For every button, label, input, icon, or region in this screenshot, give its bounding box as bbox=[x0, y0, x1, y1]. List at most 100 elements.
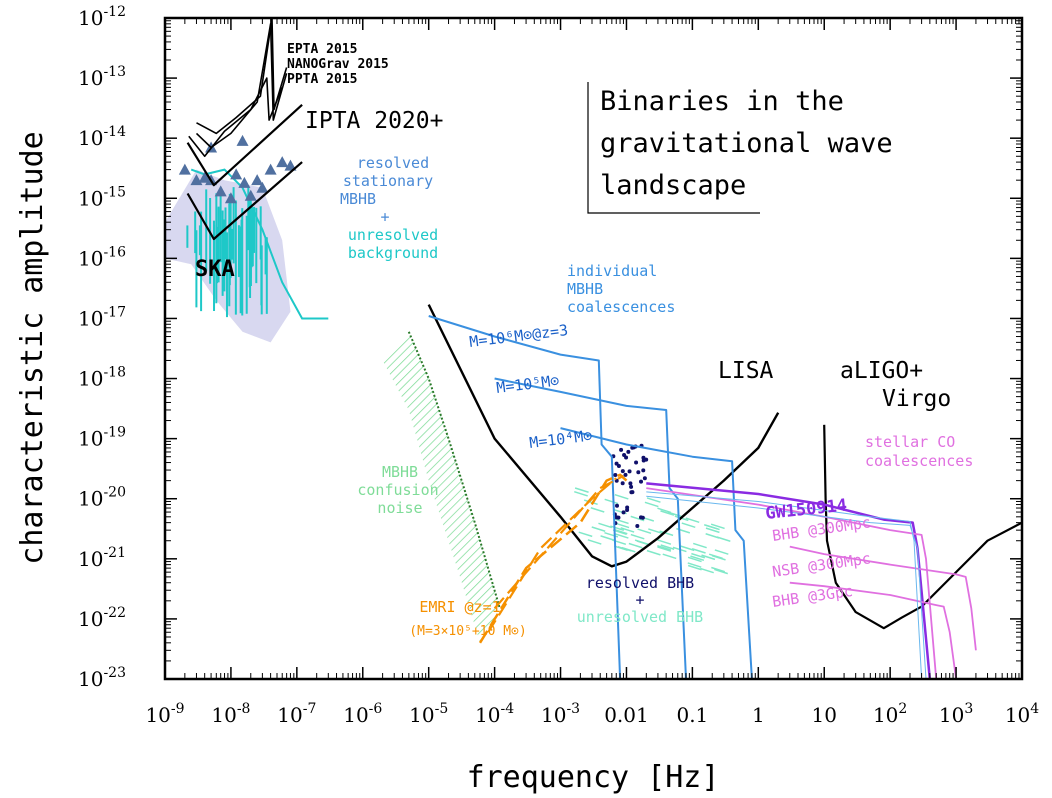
unresolved-bhb-stroke bbox=[714, 568, 728, 575]
ska-resolved-triangle bbox=[178, 163, 191, 175]
unresolved-bhb-stroke bbox=[648, 528, 662, 534]
ska-resolved-triangle bbox=[230, 168, 243, 180]
unresolved-bhb-stroke bbox=[657, 546, 672, 552]
series-line-14 bbox=[478, 473, 628, 644]
unresolved-bhb-stroke bbox=[687, 556, 702, 563]
m4-label: M=10⁴M⊙ bbox=[528, 426, 593, 452]
x-tick-label: 10-5 bbox=[409, 701, 448, 727]
x-tick-exponent: -9 bbox=[171, 701, 185, 717]
stellar-chirp-tail-1 bbox=[646, 495, 927, 679]
emri-label-2: (M=3×10⁵+10 M⊙) bbox=[409, 624, 526, 639]
x-tick-label: 10-8 bbox=[211, 701, 250, 727]
lisa-label: LISA bbox=[718, 358, 774, 384]
chart-title-line-1: Binaries in the bbox=[600, 86, 844, 117]
y-tick-exponent: -15 bbox=[103, 184, 126, 200]
resolved-bhb-dot bbox=[640, 515, 645, 520]
y-tick-exponent: -23 bbox=[103, 665, 126, 681]
plot-frame bbox=[163, 16, 1024, 681]
confusion-label-1: MBHB bbox=[382, 463, 418, 481]
x-tick-exponent: -3 bbox=[566, 701, 580, 717]
unresolved-bhb-stroke bbox=[600, 535, 615, 541]
y-tick-label: 10-15 bbox=[78, 184, 126, 210]
minor-ticks bbox=[165, 18, 1022, 679]
resolved-bhb-dot bbox=[629, 490, 634, 495]
series-line-3 bbox=[186, 103, 303, 187]
unresolved-bhb-stroke bbox=[604, 498, 619, 505]
chart-title-line-3: landscape bbox=[600, 170, 746, 201]
chart-title-line-2: gravitational wave bbox=[600, 128, 893, 159]
x-tick-exponent: 3 bbox=[964, 701, 973, 717]
unresolved-bhb-stroke bbox=[659, 530, 674, 537]
unresolved-bhb-stroke bbox=[591, 526, 606, 532]
emri-label-1: EMRI @z=1 bbox=[419, 598, 500, 616]
series-line-13 bbox=[789, 581, 957, 679]
bhb3-label: BHB @3Gpc bbox=[771, 582, 854, 611]
individual-label-1: individual bbox=[567, 262, 657, 280]
unresolved-bhb-stroke bbox=[711, 554, 726, 561]
y-tick-exponent: -18 bbox=[103, 365, 126, 381]
x-tick-exponent: 4 bbox=[1030, 701, 1039, 717]
y-tick-label: 10-19 bbox=[78, 425, 126, 451]
resolved-bhb-dot bbox=[613, 472, 618, 477]
y-tick-label: 10-23 bbox=[78, 665, 126, 691]
series-line-6 bbox=[823, 424, 1022, 630]
title-box-corner bbox=[587, 82, 760, 214]
y-tick-label: 10-13 bbox=[78, 64, 126, 90]
resolved-bhb-dot bbox=[642, 476, 647, 481]
unresolved-bhb-stroke bbox=[716, 536, 731, 542]
unresolved-bhb-stroke bbox=[710, 523, 725, 530]
unresolved-bhb-stroke bbox=[574, 490, 588, 497]
resolved-bhb-dot bbox=[627, 469, 632, 474]
unresolved-bhb-stroke bbox=[714, 549, 729, 555]
series-line-5 bbox=[427, 304, 780, 568]
unresolved-bhb-stroke bbox=[637, 528, 652, 535]
unresolved-background-label-2: background bbox=[348, 244, 438, 262]
unresolved-bhb-stroke bbox=[614, 493, 629, 500]
y-tick-exponent: -12 bbox=[103, 4, 126, 20]
x-tick-label: 0.01 bbox=[604, 703, 649, 727]
nanograv-label: NANOGrav 2015 bbox=[287, 57, 389, 72]
mbhb-confusion-edge bbox=[407, 331, 501, 609]
unresolved-bhb-stroke bbox=[690, 555, 705, 562]
ska-resolved-triangle bbox=[256, 181, 269, 193]
series-line-4 bbox=[186, 161, 303, 241]
unresolved-bhb-stroke bbox=[705, 527, 720, 534]
x-axis-label: frequency [Hz] bbox=[467, 760, 720, 795]
unresolved-bhb-stroke bbox=[610, 525, 625, 532]
m5-label: M=10⁵M⊙ bbox=[495, 371, 560, 397]
x-tick-label: 103 bbox=[939, 701, 973, 727]
individual-label-3: coalescences bbox=[567, 298, 675, 316]
y-tick-label: 10-16 bbox=[78, 244, 126, 270]
confusion-label-2: confusion bbox=[357, 481, 438, 499]
resolved-mbhb-label-4: + bbox=[380, 208, 389, 226]
stellar-label-2: coalescences bbox=[865, 452, 973, 470]
y-tick-label: 10-18 bbox=[78, 365, 126, 391]
unresolved-bhb-stroke bbox=[660, 510, 675, 516]
y-tick-exponent: -14 bbox=[103, 124, 126, 140]
x-tick-label: 10-9 bbox=[145, 701, 184, 727]
unresolved-bhb-stroke bbox=[628, 542, 643, 549]
unresolved-bhb-stroke bbox=[574, 487, 589, 493]
resolved-bhb-dot bbox=[619, 447, 624, 452]
y-tick-exponent: -16 bbox=[103, 244, 126, 260]
series-line-11 bbox=[646, 487, 938, 679]
resolved-bhb-dot bbox=[622, 452, 627, 457]
unresolved-bhb-stroke bbox=[685, 517, 700, 524]
ska-resolved-triangle bbox=[244, 189, 257, 201]
resolved-mbhb-label-1: resolved bbox=[357, 154, 429, 172]
ska-resolved-triangle bbox=[224, 192, 237, 204]
x-tick-label: 10-3 bbox=[541, 701, 580, 727]
ska-label: SKA bbox=[195, 257, 235, 282]
resolved-bhb-dot bbox=[620, 481, 625, 486]
series-line-8 bbox=[494, 377, 687, 679]
x-axis-ticks: 10-9 10-8 10-7 10-6 10-5 10-4 10-3 0.01 0.1 1 10 10… bbox=[145, 18, 1039, 727]
resolved-mbhb-label-3: MBHB bbox=[340, 190, 376, 208]
x-tick-label: 10 bbox=[812, 703, 837, 727]
y-tick-exponent: -21 bbox=[103, 545, 126, 561]
unresolved-bhb-stroke bbox=[630, 515, 645, 522]
y-tick-label: 10-22 bbox=[78, 605, 126, 631]
unresolved-bhb-stroke bbox=[691, 552, 706, 559]
series-line-1 bbox=[195, 22, 288, 149]
aligo-label-line-2: Virgo bbox=[882, 386, 951, 412]
